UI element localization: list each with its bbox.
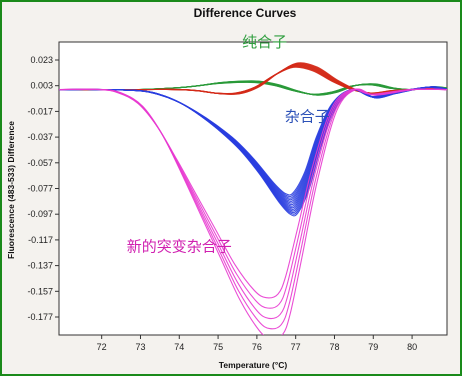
y-tick-label: -0.137 xyxy=(27,261,53,271)
y-axis: 0.023 0.003 -0.017 -0.037 -0.057 -0.077 -0.097… xyxy=(27,55,59,322)
chart-title: Difference Curves xyxy=(194,6,297,20)
y-tick-label: -0.057 xyxy=(27,158,53,168)
y-tick-label: -0.017 xyxy=(27,106,53,116)
x-tick-label: 77 xyxy=(291,342,301,352)
y-tick-label: -0.037 xyxy=(27,132,53,142)
y-tick-label: -0.077 xyxy=(27,184,53,194)
annotation-label: 纯合子 xyxy=(242,33,287,51)
plot-area xyxy=(58,41,448,336)
curves xyxy=(59,62,447,335)
x-tick-label: 76 xyxy=(252,342,262,352)
series-layer xyxy=(59,62,447,335)
annotation-label: 杂合子 xyxy=(285,108,330,126)
y-tick-label: -0.117 xyxy=(28,235,53,245)
x-tick-label: 72 xyxy=(97,342,107,352)
x-tick-label: 75 xyxy=(213,342,223,352)
series-line-heterozygote-blue xyxy=(61,86,447,217)
x-tick-label: 80 xyxy=(407,342,417,352)
x-axis-title: Temperature (°C) xyxy=(219,360,288,370)
y-tick-label: 0.003 xyxy=(30,81,53,91)
x-tick-label: 74 xyxy=(174,342,184,352)
y-tick-label: -0.157 xyxy=(27,286,53,296)
y-tick-label: -0.097 xyxy=(27,209,53,219)
x-axis: 72 73 74 75 76 77 78 79 80 xyxy=(97,335,417,352)
x-tick-label: 73 xyxy=(135,342,145,352)
y-axis-title: Fluorescence (483-533) Difference xyxy=(6,121,16,259)
series-line-homozygote-green xyxy=(61,80,447,96)
series-line-new-mutant-heterozygote-magenta xyxy=(61,88,447,335)
annotation-label: 新的突变杂合子 xyxy=(127,237,232,255)
x-tick-label: 79 xyxy=(368,342,378,352)
x-tick-label: 78 xyxy=(329,342,339,352)
y-tick-label: -0.177 xyxy=(27,312,53,322)
y-tick-label: 0.023 xyxy=(30,55,53,65)
